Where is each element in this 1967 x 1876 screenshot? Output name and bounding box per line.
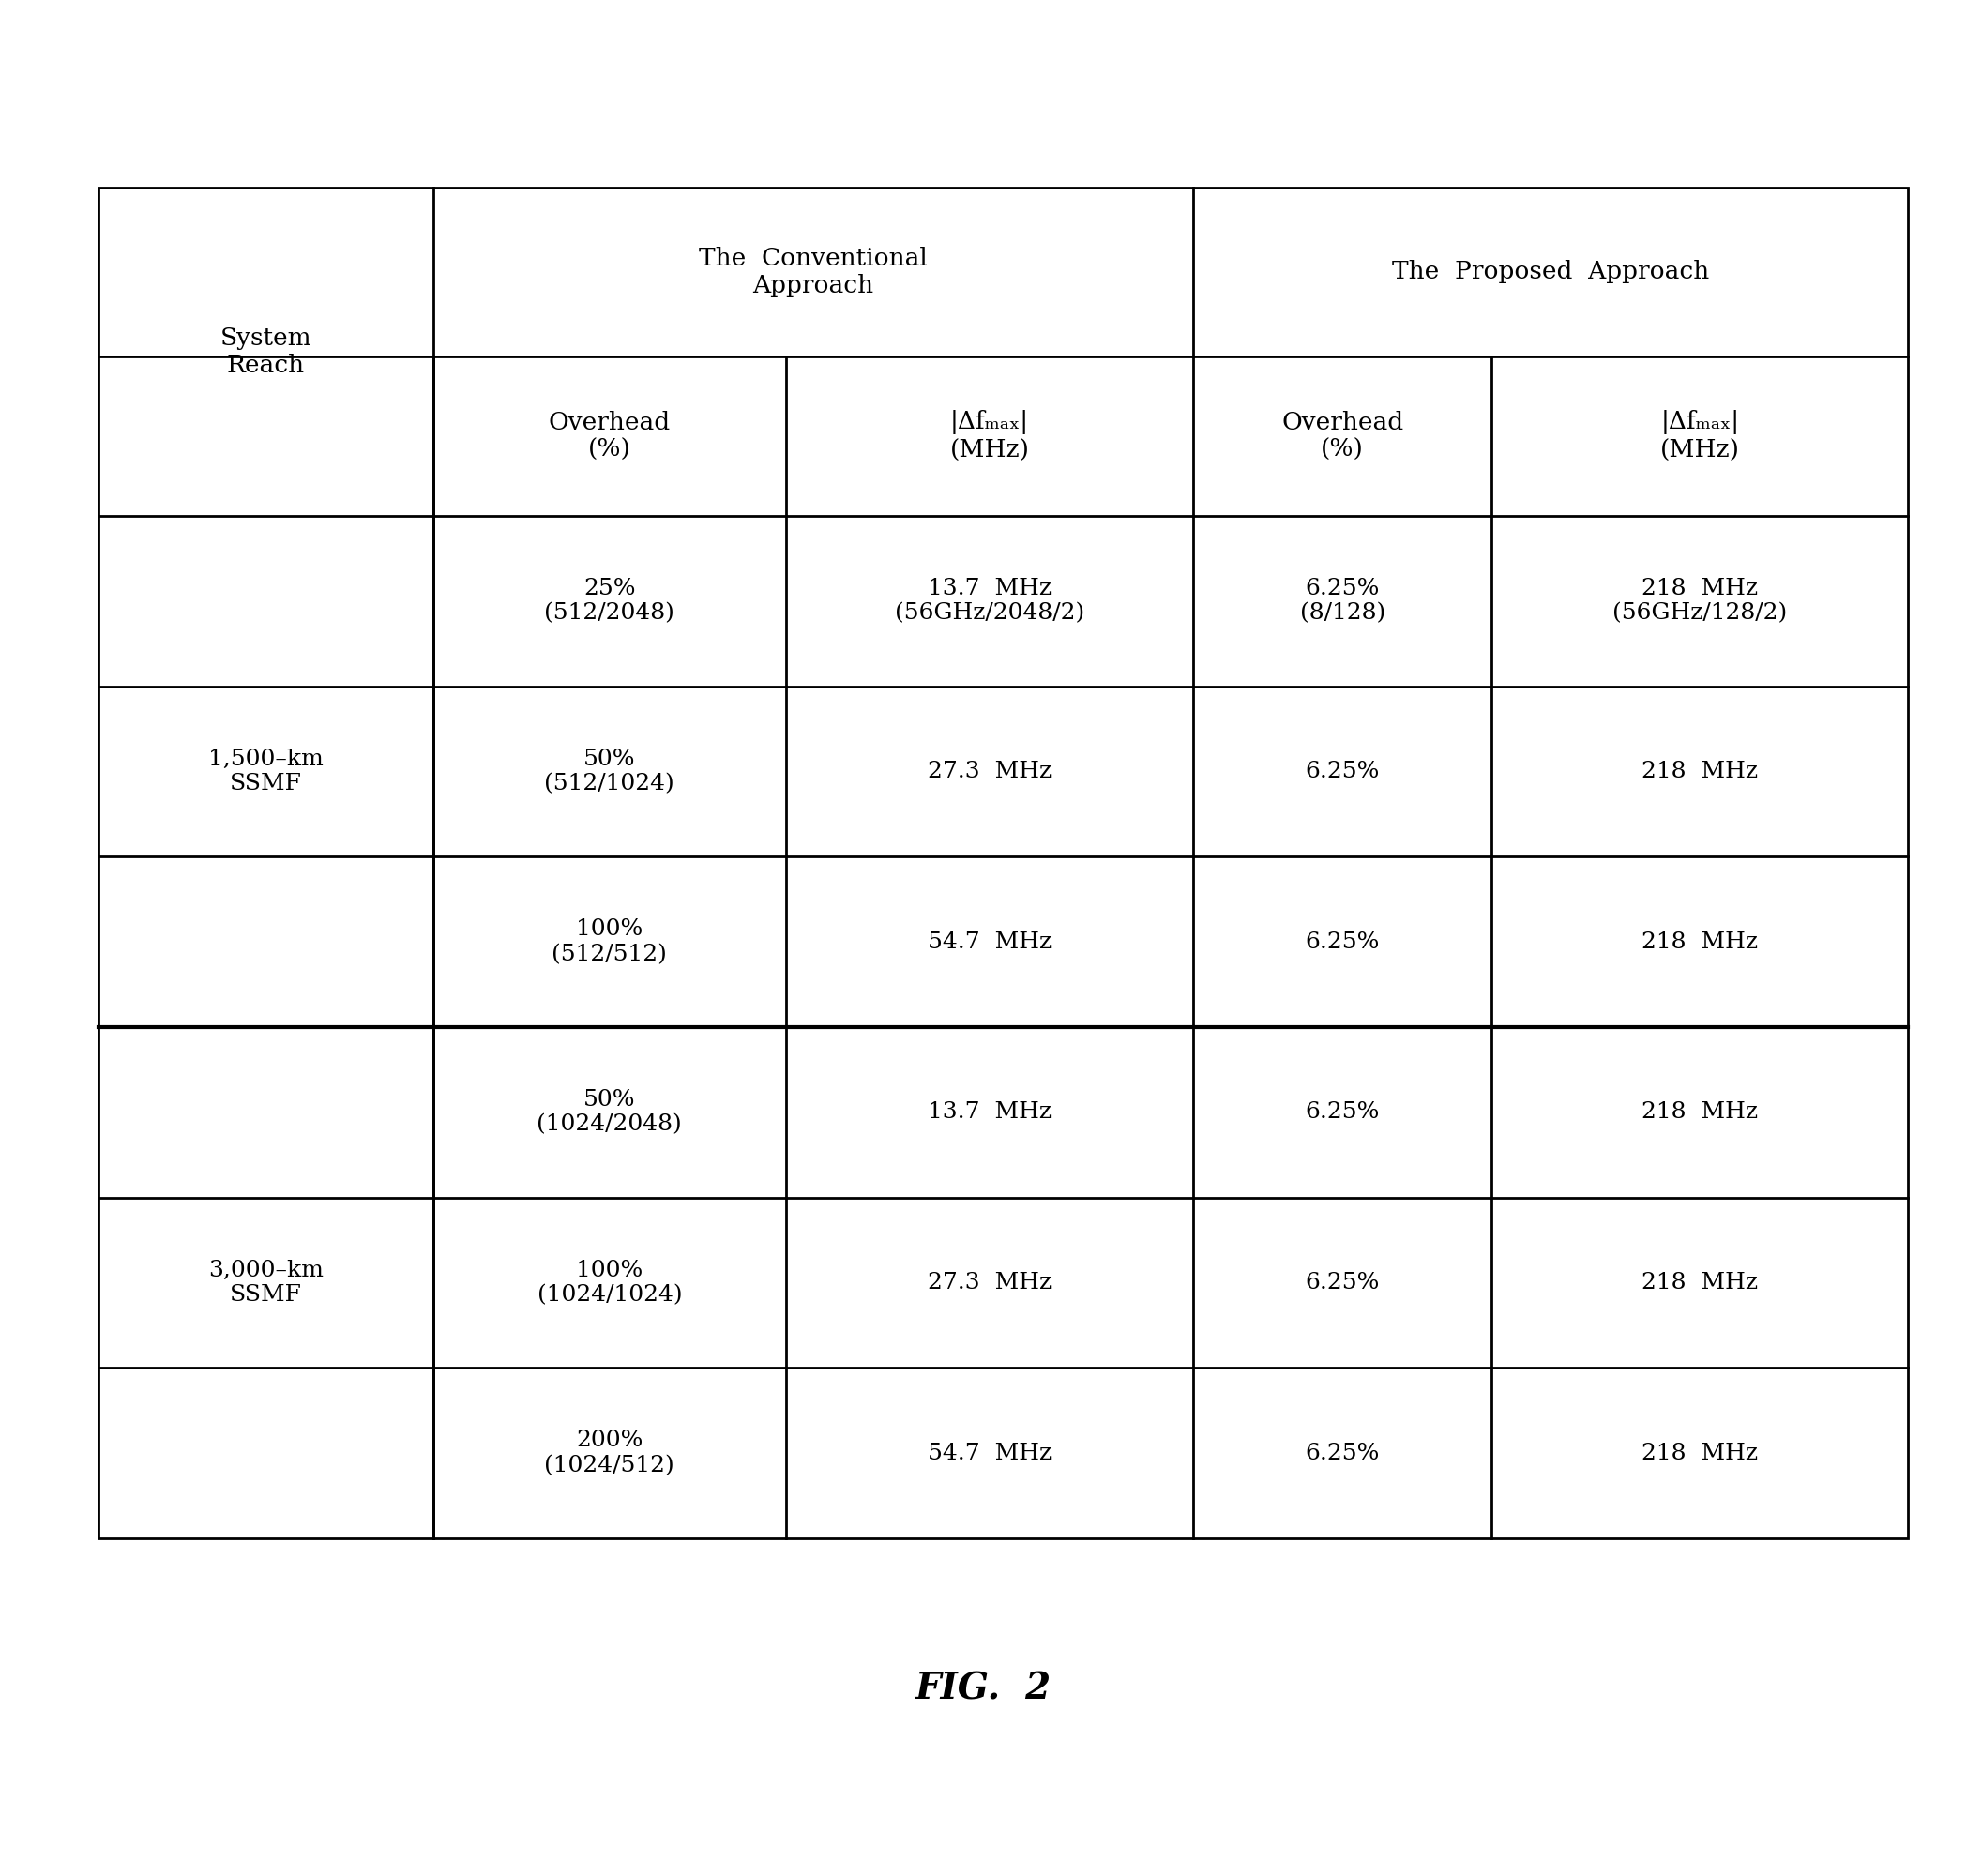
Text: 6.25%: 6.25% [1306,1443,1379,1463]
Text: 218  MHz: 218 MHz [1642,1101,1758,1124]
Text: 6.25%: 6.25% [1306,762,1379,782]
Text: 25%
(512/2048): 25% (512/2048) [545,578,675,625]
Text: 1,500–km
SSMF: 1,500–km SSMF [209,749,323,795]
Text: |Δfₘₐₓ|
(MHz): |Δfₘₐₓ| (MHz) [950,411,1029,461]
Text: Overhead
(%): Overhead (%) [549,411,671,461]
Text: 13.7  MHz
(56GHz/2048/2): 13.7 MHz (56GHz/2048/2) [895,578,1084,625]
Text: 6.25%: 6.25% [1306,1101,1379,1124]
Text: |Δfₘₐₓ|
(MHz): |Δfₘₐₓ| (MHz) [1660,411,1739,461]
Text: The  Proposed  Approach: The Proposed Approach [1393,261,1709,283]
Text: System
Reach: System Reach [220,326,311,377]
Text: 50%
(1024/2048): 50% (1024/2048) [537,1090,683,1135]
Text: The  Conventional
Approach: The Conventional Approach [698,246,928,296]
Text: 3,000–km
SSMF: 3,000–km SSMF [209,1259,323,1306]
Text: 100%
(1024/1024): 100% (1024/1024) [537,1259,683,1306]
Text: 218  MHz: 218 MHz [1642,1443,1758,1463]
Text: FIG.  2: FIG. 2 [915,1670,1052,1707]
Text: 54.7  MHz: 54.7 MHz [928,930,1052,953]
Text: 6.25%
(8/128): 6.25% (8/128) [1300,578,1385,625]
Text: 50%
(512/1024): 50% (512/1024) [545,749,675,795]
Text: 13.7  MHz: 13.7 MHz [928,1101,1052,1124]
Text: Overhead
(%): Overhead (%) [1281,411,1404,461]
Text: 200%
(1024/512): 200% (1024/512) [545,1430,675,1476]
Text: 218  MHz: 218 MHz [1642,762,1758,782]
Text: 218  MHz: 218 MHz [1642,1272,1758,1294]
Text: 218  MHz
(56GHz/128/2): 218 MHz (56GHz/128/2) [1613,578,1788,625]
Text: 100%
(512/512): 100% (512/512) [553,919,667,964]
Text: 27.3  MHz: 27.3 MHz [928,762,1052,782]
Text: 218  MHz: 218 MHz [1642,930,1758,953]
Text: 27.3  MHz: 27.3 MHz [928,1272,1052,1294]
Text: 54.7  MHz: 54.7 MHz [928,1443,1052,1463]
Text: 6.25%: 6.25% [1306,930,1379,953]
Text: 6.25%: 6.25% [1306,1272,1379,1294]
